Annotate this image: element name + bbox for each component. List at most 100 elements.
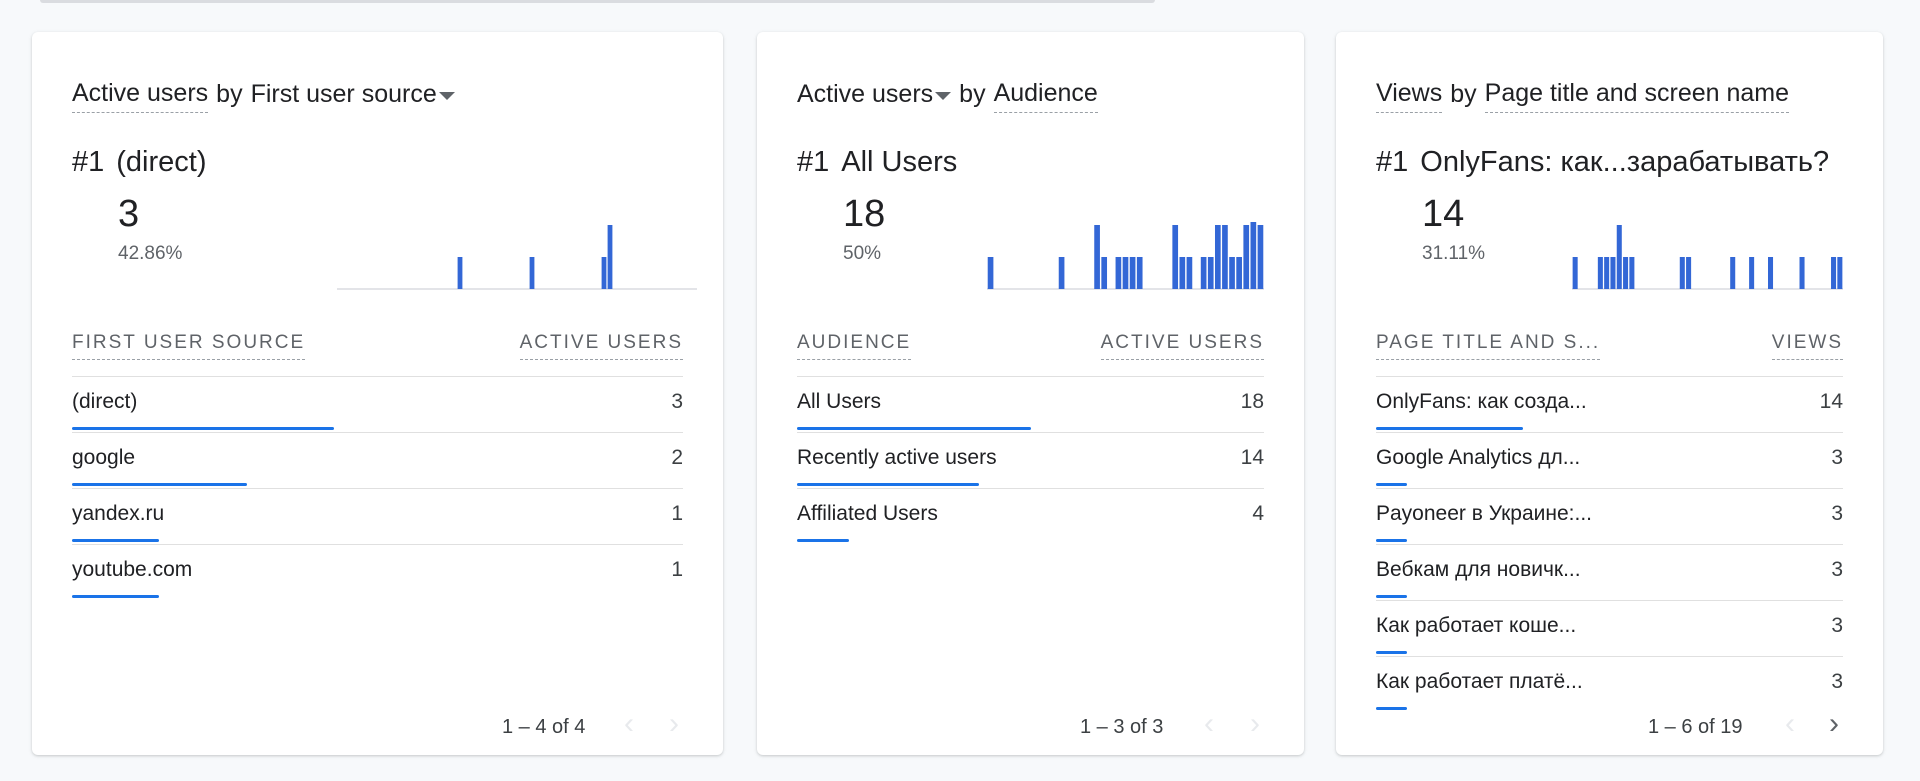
title-by-label: by [1450,80,1477,108]
chart-bar [1610,257,1616,289]
chart-bar [1094,225,1100,289]
chart-bar [1236,257,1242,289]
chevron-left-icon[interactable]: ‹ [1204,707,1214,740]
chevron-left-icon[interactable]: ‹ [624,707,634,740]
card-title: Active users by First user source [72,76,455,113]
dropdown-caret-icon[interactable] [935,92,952,100]
table-row[interactable]: Google Analytics дл... 3 [1376,432,1843,488]
row-share-bar [1376,651,1408,654]
dimension-selector[interactable]: Audience [993,76,1098,113]
row-value: 3 [1831,446,1843,469]
table-row[interactable]: OnlyFans: как созда... 14 [1376,376,1843,432]
chart-bar [1172,225,1179,289]
row-label: Как работает коше... [1376,614,1577,637]
row-share-bar [797,483,980,486]
table-row[interactable]: (direct) 3 [72,376,683,432]
chart-bar [1604,257,1610,289]
metric-selector[interactable]: Views [1376,76,1443,113]
table-row[interactable]: Payoneer в Украине:... 3 [1376,488,1843,544]
pagination-label: 1 – 3 of 3 [1080,716,1164,738]
chart-bar [1686,257,1692,289]
table-row[interactable]: Как работает платё... 3 [1376,656,1843,712]
row-value: 1 [671,502,683,525]
card-first-user-source: Active users by First user source #1 (dir… [32,32,723,755]
dimension-selector[interactable]: Page title and screen name [1484,76,1790,113]
metric-selector[interactable]: Active users [72,76,209,113]
rank-label: #1 [797,146,830,178]
chart-bar [1207,257,1214,289]
chart-bar [1623,257,1629,289]
chevron-right-icon[interactable]: › [1829,707,1839,740]
row-label: All Users [797,390,882,413]
chart-bar [1250,222,1257,289]
row-share-bar [72,595,160,598]
chart-bar [601,257,607,289]
title-by-label: by [959,80,986,108]
column-header-metric[interactable]: ACTIVE USERS [1100,331,1264,360]
row-share-bar [1376,707,1408,710]
pagination-label: 1 – 6 of 19 [1648,716,1743,738]
column-header-dimension[interactable]: PAGE TITLE AND S... [1376,331,1601,360]
row-share-bar [72,427,334,430]
column-header-dimension[interactable]: FIRST USER SOURCE [72,331,306,360]
table-row[interactable]: Вебкам для новичк... 3 [1376,544,1843,600]
top-item-name: OnlyFans: как...зарабатывать? [1420,146,1830,178]
chart-bar [1572,257,1578,289]
column-header-metric[interactable]: ACTIVE USERS [519,331,683,360]
column-header-metric[interactable]: VIEWS [1771,331,1843,360]
top-item-name: All Users [841,146,958,178]
chart-bar [1837,257,1843,289]
chart-bar [1730,257,1736,289]
dimension-selector[interactable]: First user source [250,80,437,108]
row-value: 4 [1252,502,1264,525]
row-label: (direct) [72,390,138,413]
table-row[interactable]: google 2 [72,432,683,488]
top-item-percent: 31.11% [1422,243,1486,264]
table-row[interactable]: Affiliated Users 4 [797,488,1264,544]
chevron-right-icon[interactable]: › [669,707,679,740]
table-row[interactable]: Recently active users 14 [797,432,1264,488]
chart-bar [1229,257,1235,289]
row-value: 3 [1831,502,1843,525]
title-by-label: by [216,80,243,108]
chart-bar [1629,257,1635,289]
chart-bar [1179,257,1186,289]
top-item-percent: 50% [843,243,882,264]
table-row[interactable]: Как работает коше... 3 [1376,600,1843,656]
row-label: yandex.ru [72,502,165,525]
table-row[interactable]: yandex.ru 1 [72,488,683,544]
row-label: google [72,446,136,469]
dropdown-caret-icon[interactable] [438,92,455,100]
chart-bar [1799,257,1805,289]
row-share-bar [1376,595,1408,598]
top-item-value: 3 [118,193,140,235]
chart-bar [1186,257,1193,289]
card-title: Views by Page title and screen name [1376,76,1790,113]
row-label: Affiliated Users [797,502,938,525]
table-row[interactable]: youtube.com 1 [72,544,683,600]
chevron-right-icon[interactable]: › [1250,707,1260,740]
row-label: Как работает платё... [1376,670,1583,693]
row-label: OnlyFans: как созда... [1376,390,1587,413]
chart-bar [1101,257,1108,289]
chart-bar [1768,257,1774,289]
top-item-value: 14 [1422,193,1465,235]
mini-bar-chart [987,222,1264,290]
column-header-dimension[interactable]: AUDIENCE [797,331,912,360]
row-value: 14 [1819,390,1843,413]
card-audience: Active users by Audience #1 All Users 18 … [757,32,1304,755]
row-value: 3 [671,390,683,413]
chart-bar [529,257,535,289]
metric-selector[interactable]: Active users [797,80,934,108]
chevron-left-icon[interactable]: ‹ [1785,707,1795,740]
chart-bar [1129,257,1136,289]
table-row[interactable]: All Users 18 [797,376,1264,432]
top-item-value: 18 [843,193,886,235]
row-share-bar [1376,483,1408,486]
top-divider [40,0,1155,3]
mini-bar-chart [337,225,697,290]
data-table: OnlyFans: как созда... 14 Google Analytics… [1376,376,1843,712]
mini-bar-chart [1572,225,1843,290]
chart-bar [1597,257,1603,289]
row-share-bar [1376,539,1408,542]
